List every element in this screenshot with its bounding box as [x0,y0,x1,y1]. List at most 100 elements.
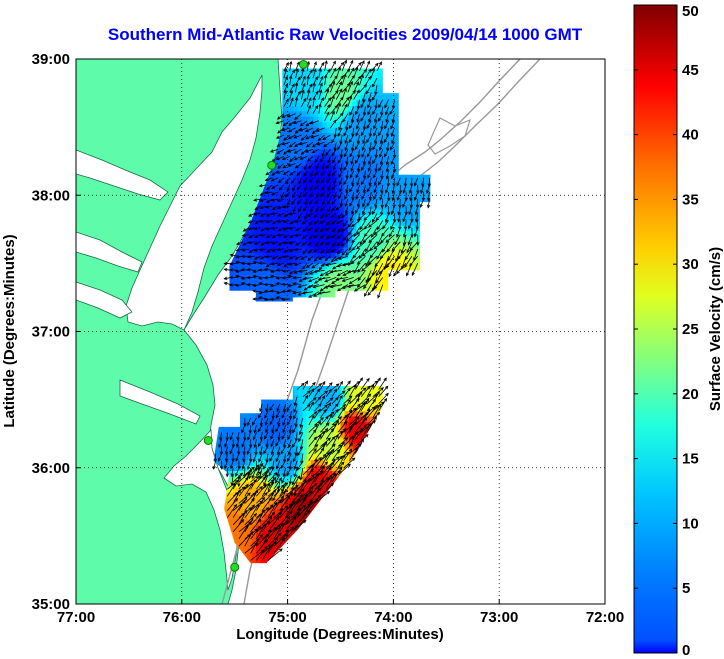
velocity-arrow [218,453,222,462]
velocity-cell [352,165,357,172]
velocity-cell [411,214,417,221]
velocity-arrow [359,220,366,230]
velocity-cell [356,236,362,243]
velocity-cell [318,94,324,101]
velocity-arrow-head [320,214,324,219]
velocity-arrow [390,220,395,230]
velocity-arrow [243,227,250,232]
velocity-arrow-head [379,255,384,260]
velocity-cell [365,421,371,428]
velocity-arrow-head [349,112,353,117]
velocity-arrow-head [364,225,368,230]
velocity-arrow [242,234,250,237]
velocity-arrow [288,262,296,265]
velocity-cell [398,236,404,243]
velocity-cell [271,203,277,210]
velocity-cell [264,503,270,510]
velocity-cell [260,486,265,493]
velocity-arrow-head [305,264,310,269]
velocity-cell [373,176,379,183]
velocity-cell [229,263,235,270]
velocity-cell [247,525,253,531]
velocity-arrow-head [370,234,375,238]
velocity-arrow-head [283,263,288,268]
velocity-arrow [295,82,298,93]
velocity-cell [364,143,370,150]
velocity-cell [230,486,236,493]
velocity-arrow [357,213,360,223]
velocity-arrow [368,234,378,243]
velocity-cell [297,127,302,134]
velocity-arrow-head [223,261,228,266]
velocity-cell [267,170,273,177]
velocity-cell [233,285,239,292]
velocity-cell [356,78,362,85]
velocity-cell [364,181,370,188]
velocity-cell [309,94,315,101]
velocity-cell [250,230,256,237]
velocity-cell [326,121,332,128]
velocity-arrow [264,268,273,271]
velocity-arrow [330,105,338,114]
velocity-arrow [343,220,349,227]
velocity-cell [343,148,349,155]
velocity-arrow [411,263,419,276]
velocity-cell [298,492,303,499]
velocity-arrow [388,263,395,277]
velocity-arrow [373,127,378,136]
velocity-arrow [312,61,317,72]
velocity-cell [251,448,257,455]
velocity-cell [347,285,353,292]
velocity-cell [340,421,346,428]
velocity-cell [314,219,319,226]
velocity-arrow-head [373,231,378,236]
velocity-cell [394,116,400,123]
velocity-cell [373,236,379,243]
velocity-arrow [362,92,366,102]
velocity-arrow [397,191,401,201]
velocity-arrow [352,127,355,137]
velocity-cell [424,192,429,199]
velocity-arrow-head [319,89,323,94]
velocity-arrow-head [294,143,298,148]
velocity-arrow-head [373,245,378,250]
velocity-cell [360,268,366,275]
velocity-arrow-head [338,81,343,86]
velocity-arrow-head [336,264,341,268]
velocity-arrow-head [301,242,306,246]
velocity-arrow [308,220,314,226]
velocity-arrow-head [375,279,379,284]
velocity-arrow-head [356,189,360,194]
velocity-cell [369,148,374,155]
velocity-arrow [350,163,355,172]
velocity-arrow-head [361,60,365,65]
velocity-cell [318,105,324,112]
velocity-cell [360,198,366,204]
velocity-cell [271,208,277,215]
velocity-cell [243,459,248,466]
velocity-cell [360,68,366,74]
velocity-cell [398,176,404,183]
velocity-cell [293,486,299,493]
velocity-cell [233,257,239,264]
velocity-arrow [337,156,343,164]
velocity-cell [234,541,240,548]
velocity-cell [335,236,340,243]
velocity-cell [339,78,345,85]
velocity-cell [377,105,383,112]
velocity-arrow-head [361,268,365,272]
velocity-cell [305,252,311,259]
velocity-arrow [331,149,337,156]
velocity-cell [318,72,324,79]
velocity-cell [297,105,302,112]
velocity-cell [402,187,408,194]
velocity-cell [339,192,345,199]
velocity-arrow [313,234,319,238]
velocity-cell [357,386,363,390]
velocity-cell [234,465,240,471]
velocity-cell [347,116,353,123]
velocity-cell [339,230,345,237]
velocity-arrow [248,213,255,217]
velocity-cell [280,143,285,150]
velocity-arrow [335,89,343,100]
